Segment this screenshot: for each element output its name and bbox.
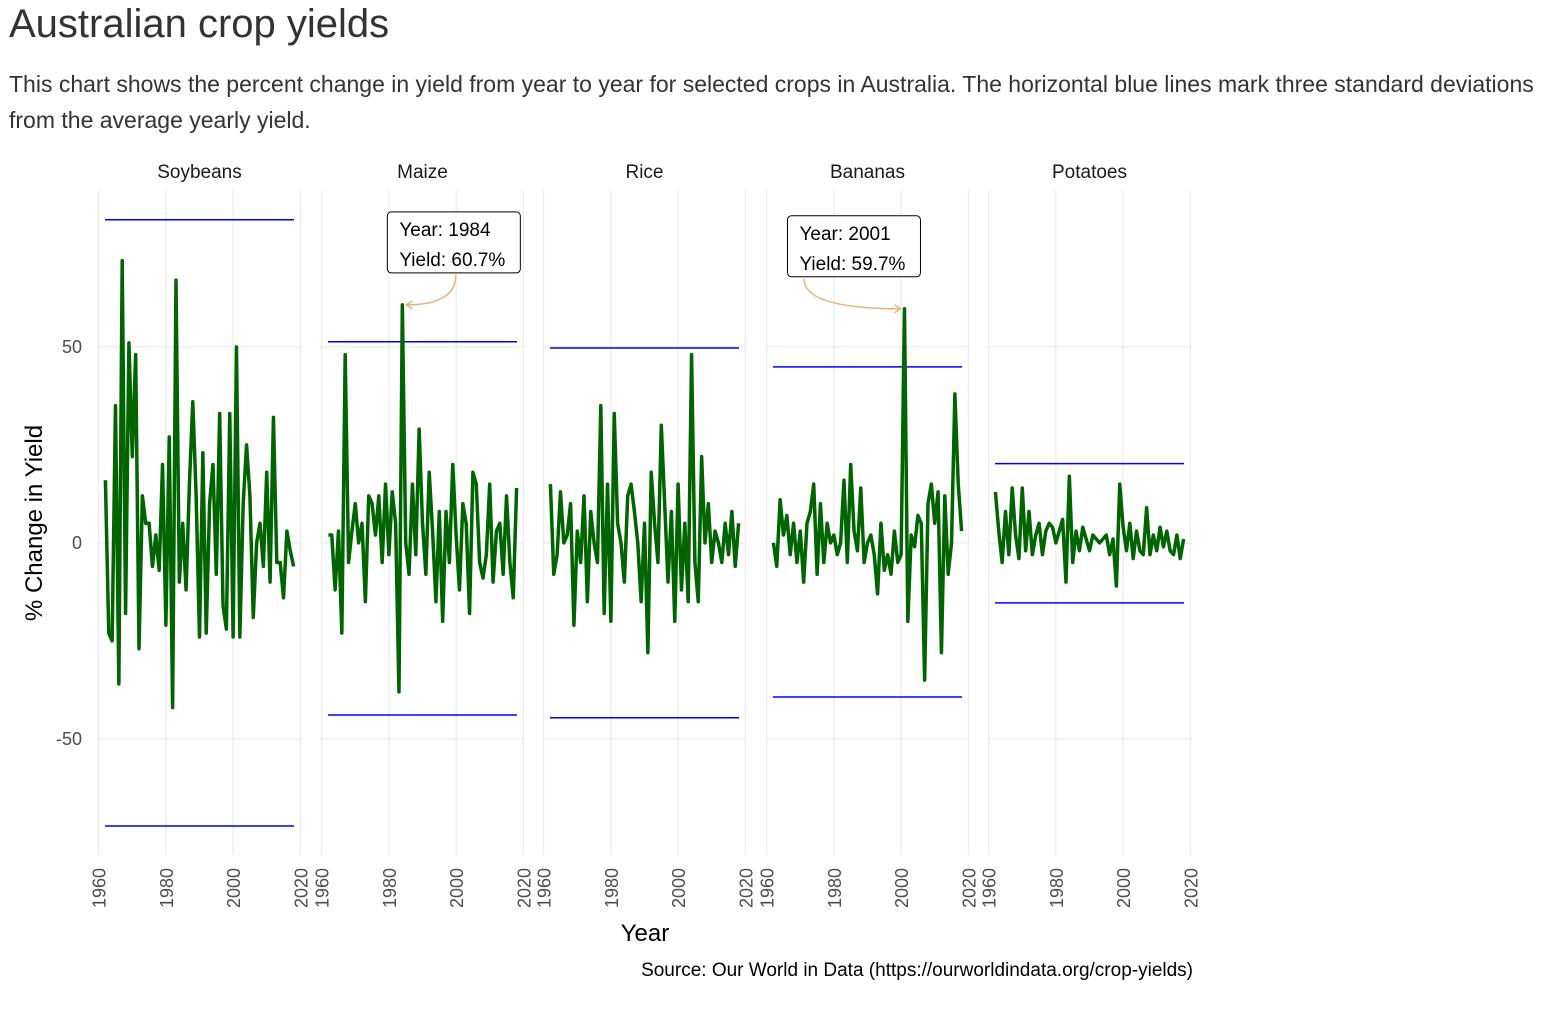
x-tick-label: 1960 <box>758 868 778 908</box>
x-tick-label: 1980 <box>157 868 177 908</box>
page-title: Australian crop yields <box>9 2 390 46</box>
annotation-text: Year: 2001 <box>799 224 890 245</box>
y-tick-label: -50 <box>56 729 82 749</box>
annotation-arrowhead <box>404 300 413 310</box>
facet-label: Bananas <box>830 162 905 183</box>
x-tick-label: 1960 <box>90 868 110 908</box>
x-tick-label: 1960 <box>535 868 555 908</box>
x-tick-label: 2000 <box>447 868 467 908</box>
data-line <box>548 352 741 655</box>
facet-label: Soybeans <box>157 162 242 183</box>
x-axis-title: Year <box>621 920 670 947</box>
x-tick-label: 1980 <box>825 868 845 908</box>
annotation-arrowhead <box>894 304 902 314</box>
x-tick-label: 2000 <box>1114 868 1134 908</box>
annotation-box <box>786 215 921 278</box>
y-axis-title: % Change in Yield <box>21 425 48 621</box>
facet-label: Rice <box>625 162 663 183</box>
x-tick-label: 1960 <box>313 868 333 908</box>
x-tick-label: 2020 <box>959 868 979 908</box>
annotation: Year: 1984 Yield: 60.7% <box>386 211 521 310</box>
annotation-text: Yield: 59.7% <box>799 254 905 275</box>
annotation-text: Year: 1984 <box>399 220 491 241</box>
page-subtitle: This chart shows the percent change in y… <box>9 71 1534 133</box>
annotation-arrow <box>406 274 457 306</box>
x-tick-label: 1980 <box>602 868 622 908</box>
x-tick-label: 1980 <box>1047 868 1067 908</box>
x-tick-label: 2000 <box>224 868 244 908</box>
annotation-arrow <box>803 278 901 310</box>
annotation: Year: 2001 Yield: 59.7% <box>786 215 921 314</box>
x-tick-label: 2020 <box>1181 868 1201 908</box>
y-tick-label: 0 <box>72 533 82 553</box>
x-tick-label: 1980 <box>380 868 400 908</box>
annotation-box <box>386 211 521 274</box>
x-tick-label: 2020 <box>514 868 534 908</box>
x-tick-label: 2020 <box>291 868 311 908</box>
data-line <box>993 474 1186 588</box>
x-tick-label: 1960 <box>980 868 1000 908</box>
x-tick-label: 2000 <box>669 868 689 908</box>
data-line <box>103 258 296 710</box>
source-note: Source: Our World in Data (https://ourwo… <box>641 960 1193 981</box>
data-line <box>328 303 519 694</box>
data-line <box>771 307 964 682</box>
facet-label: Potatoes <box>1052 162 1127 183</box>
x-tick-label: 2020 <box>736 868 756 908</box>
facet-label: Maize <box>397 162 448 183</box>
annotation-text: Yield: 60.7% <box>399 250 505 271</box>
y-tick-label: 50 <box>62 337 82 357</box>
x-tick-label: 2000 <box>892 868 912 908</box>
